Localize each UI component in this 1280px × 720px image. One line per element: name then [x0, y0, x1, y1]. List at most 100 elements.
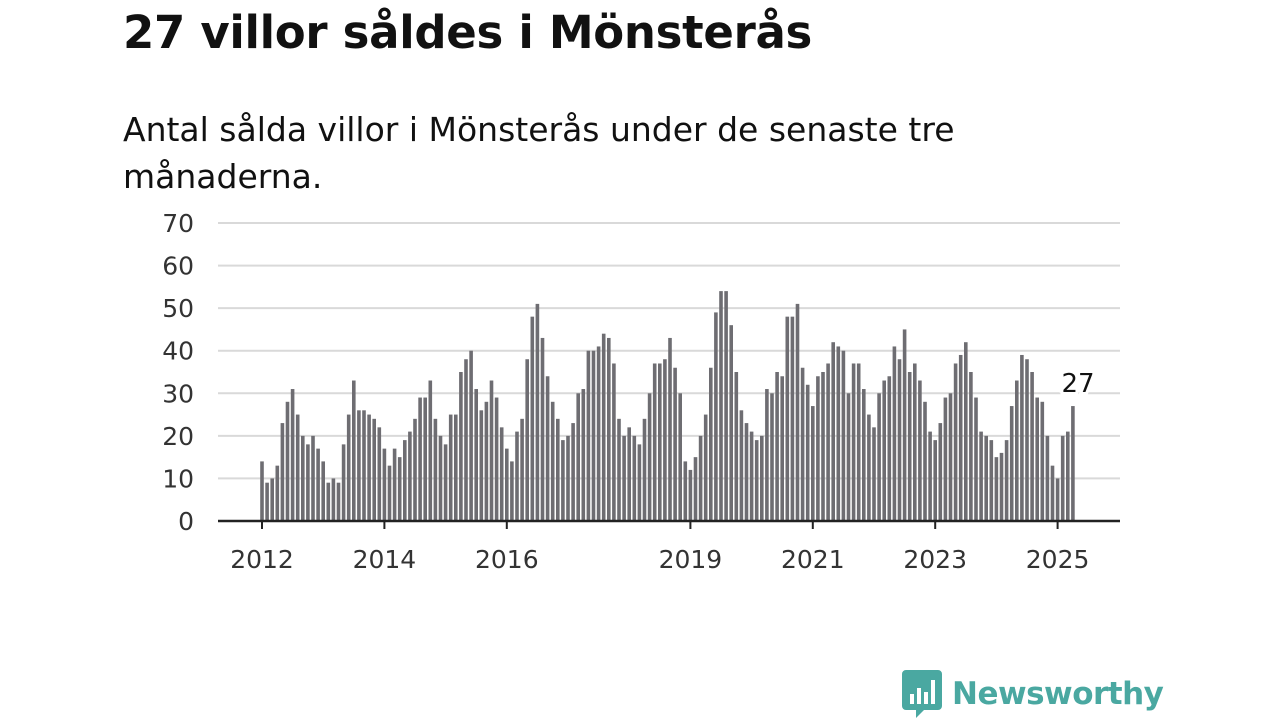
bar	[443, 444, 448, 521]
y-tick-label: 0	[178, 507, 194, 536]
bar	[1055, 478, 1060, 521]
bar	[479, 410, 484, 521]
bar	[693, 457, 698, 521]
bar	[632, 435, 637, 521]
bar	[285, 401, 290, 521]
bar	[454, 414, 458, 521]
bar	[744, 423, 749, 521]
bar	[540, 337, 545, 521]
bar	[1020, 354, 1024, 521]
bar	[856, 363, 861, 521]
bar	[892, 346, 897, 521]
bar	[658, 363, 662, 521]
bar	[948, 393, 953, 521]
bar	[306, 444, 310, 521]
y-tick-label: 70	[162, 209, 194, 238]
bar	[586, 350, 591, 521]
x-tick-label: 2012	[230, 545, 294, 574]
bar	[933, 440, 937, 521]
bar	[290, 389, 295, 521]
x-tick-label: 2014	[353, 545, 417, 574]
bar	[943, 397, 948, 521]
bar	[714, 312, 718, 521]
bar	[668, 337, 672, 521]
bar	[749, 431, 754, 521]
bar	[326, 482, 331, 521]
bar	[372, 418, 376, 521]
bar	[795, 303, 800, 521]
bar	[341, 444, 346, 521]
bar	[520, 418, 524, 521]
bar	[382, 448, 387, 521]
bar	[760, 435, 764, 521]
bar	[918, 380, 922, 521]
bar	[872, 427, 876, 521]
bar	[989, 440, 994, 521]
bar	[545, 376, 550, 521]
bar	[494, 397, 499, 521]
chart-title: 27 villor såldes i Mönsterås	[123, 6, 813, 59]
bar	[346, 414, 351, 521]
brand-name: Newsworthy	[952, 676, 1164, 712]
bar	[260, 461, 264, 521]
bar	[765, 389, 769, 521]
bar	[790, 316, 795, 521]
bar	[566, 435, 570, 521]
bar	[979, 431, 983, 521]
bar	[785, 316, 790, 521]
bar	[459, 372, 463, 521]
bar	[1066, 431, 1070, 521]
bar	[923, 401, 927, 521]
bar	[902, 329, 907, 521]
bars	[260, 291, 1075, 521]
bar	[591, 350, 596, 521]
bar	[897, 359, 902, 521]
bar	[953, 363, 958, 521]
bar	[505, 448, 509, 521]
bar	[387, 465, 392, 521]
bar	[846, 393, 851, 521]
bar	[836, 346, 841, 521]
bar	[413, 418, 417, 521]
y-tick-label: 20	[162, 422, 194, 451]
bar	[831, 342, 835, 521]
x-tick-label: 2025	[1026, 545, 1090, 574]
bar	[1050, 465, 1055, 521]
bar	[316, 448, 320, 521]
newsworthy-logo: Newsworthy	[902, 670, 1164, 718]
bar	[974, 397, 978, 521]
bar	[280, 423, 285, 521]
bar	[489, 380, 494, 521]
bar	[739, 410, 744, 521]
bar	[377, 427, 382, 521]
y-tick-label: 10	[162, 464, 194, 493]
bar	[321, 461, 325, 521]
x-tick-label: 2019	[659, 545, 723, 574]
bar	[637, 444, 642, 521]
bar	[265, 482, 269, 521]
bar	[352, 380, 356, 521]
bar	[270, 478, 274, 521]
bar	[515, 431, 519, 521]
bar	[938, 423, 943, 521]
bar	[1009, 406, 1014, 521]
bar	[525, 359, 529, 521]
bar	[826, 363, 830, 521]
bar	[688, 469, 693, 521]
bar	[805, 384, 810, 521]
bar	[703, 414, 708, 521]
bar	[357, 410, 361, 521]
bar	[535, 303, 540, 521]
bar	[423, 397, 427, 521]
bar	[428, 380, 433, 521]
bar	[719, 291, 723, 521]
highlight-value-label: 27	[1061, 369, 1094, 399]
bar	[617, 418, 621, 521]
bar	[275, 465, 280, 521]
bar	[652, 363, 657, 521]
bar	[627, 427, 631, 521]
bar	[418, 397, 422, 521]
bar	[913, 363, 917, 521]
bar	[882, 380, 886, 521]
